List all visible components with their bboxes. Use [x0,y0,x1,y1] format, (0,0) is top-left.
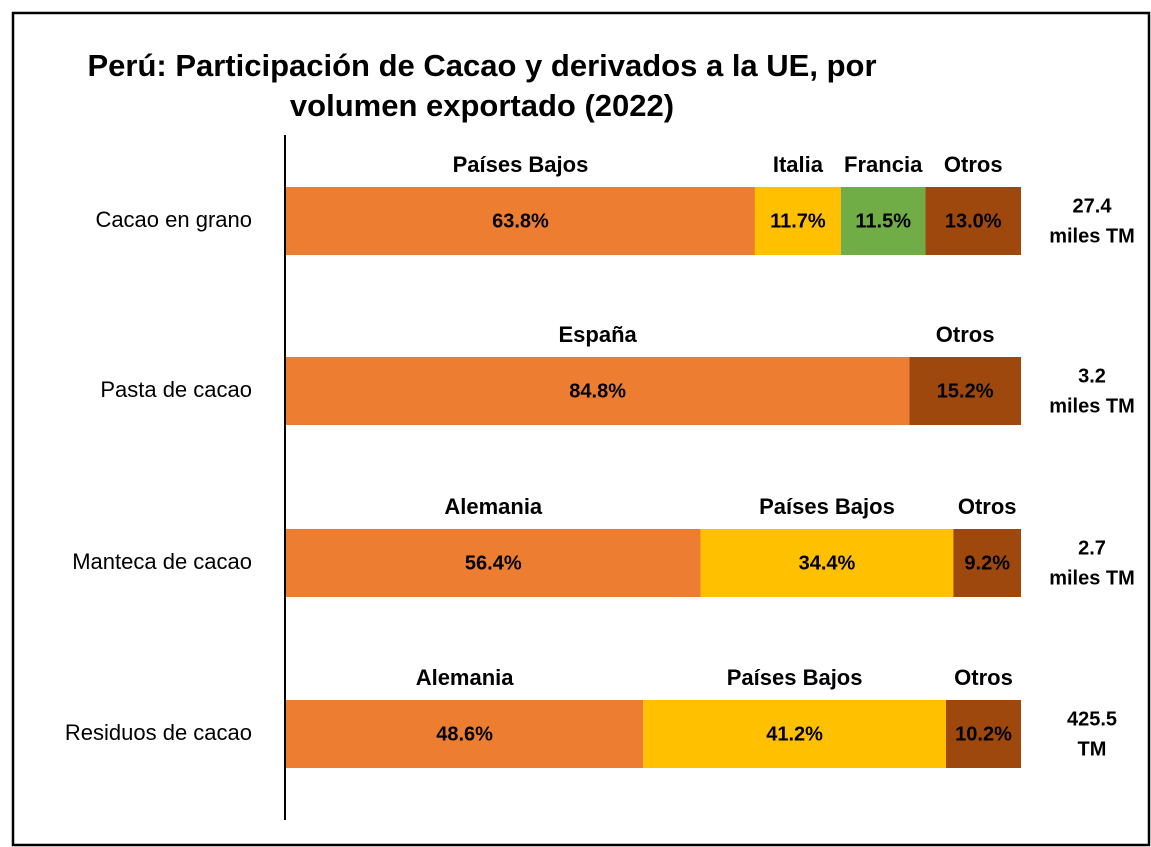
bar-segment [286,700,644,768]
segment-name: Alemania [444,494,543,519]
bar-segment [946,700,1021,768]
bar-segment [286,357,910,425]
total-label: 2.7 [1078,537,1106,559]
segment-name: Países Bajos [759,494,895,519]
total-label: miles TM [1049,225,1135,247]
bar-segment [953,529,1021,597]
data-label: 56.4% [465,552,522,574]
data-label: 48.6% [436,723,493,745]
category-label: Pasta de cacao [100,377,252,402]
data-label: 84.8% [569,380,626,402]
category-label: Manteca de cacao [72,549,252,574]
bar-segment [700,529,954,597]
segment-name: Otros [936,322,995,347]
total-label: miles TM [1049,395,1135,417]
segment-name: Otros [944,152,1003,177]
data-label: 11.7% [770,210,826,232]
bar-segment [925,187,1021,255]
data-label: 11.5% [855,210,911,232]
segment-name: Otros [954,665,1013,690]
segment-name: Alemania [416,665,515,690]
bar-segment [840,187,926,255]
data-label: 15.2% [937,380,994,402]
segment-name: España [559,322,638,347]
category-label: Cacao en grano [95,207,252,232]
total-label: 3.2 [1078,365,1106,387]
data-label: 41.2% [766,723,823,745]
total-label: TM [1078,738,1107,760]
data-label: 63.8% [492,210,549,232]
bar-segment [643,700,947,768]
data-label: 13.0% [945,210,1002,232]
segment-name: Italia [773,152,824,177]
bar-segment [286,529,701,597]
total-label: 27.4 [1073,195,1113,217]
segment-name: Francia [844,152,923,177]
data-label: 10.2% [955,723,1012,745]
chart-title: volumen exportado (2022) [290,88,674,123]
bar-segment [909,357,1021,425]
segment-name: Otros [958,494,1017,519]
total-label: 425.5 [1067,708,1117,730]
chart-title: Perú: Participación de Cacao y derivados… [87,48,876,83]
data-label: 34.4% [799,552,856,574]
segment-name: Países Bajos [727,665,863,690]
bar-segment [286,187,755,255]
segment-name: Países Bajos [453,152,589,177]
total-label: miles TM [1049,567,1135,589]
data-label: 9.2% [964,552,1010,574]
category-label: Residuos de cacao [65,720,252,745]
bar-segment [754,187,841,255]
